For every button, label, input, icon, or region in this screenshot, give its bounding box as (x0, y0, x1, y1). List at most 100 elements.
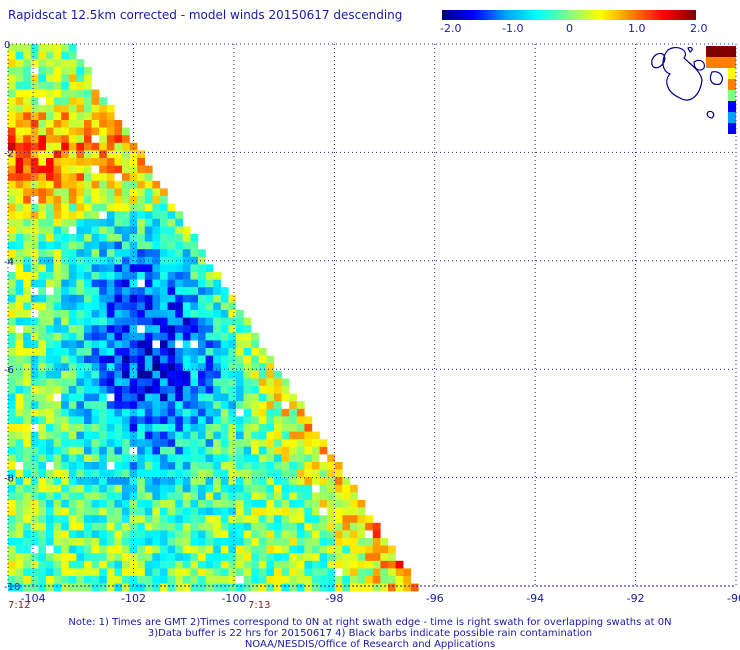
wind-cell (365, 538, 373, 546)
wind-cell (61, 401, 69, 409)
wind-cell (304, 424, 313, 432)
wind-cell (68, 416, 77, 425)
wind-cell (122, 249, 130, 257)
longitude-tick-label: -102 (121, 592, 146, 605)
wind-cell (175, 462, 183, 470)
wind-cell (30, 492, 39, 501)
wind-cell (99, 583, 107, 592)
wind-cell (190, 408, 199, 417)
wind-cell (8, 127, 16, 136)
wind-cell (84, 538, 92, 546)
wind-cell (152, 279, 161, 288)
wind-cell (68, 226, 77, 235)
wind-cell (137, 340, 145, 349)
wind-cell (167, 408, 176, 417)
wind-cell (76, 545, 85, 554)
wind-cell (122, 180, 130, 189)
wind-cell (213, 515, 221, 523)
wind-cell (30, 370, 39, 379)
wind-cell (144, 340, 153, 349)
wind-cell (228, 370, 237, 379)
wind-cell (68, 560, 77, 569)
wind-cell (30, 568, 39, 577)
wind-cell (30, 158, 39, 166)
wind-cell (76, 279, 85, 288)
wind-cell (30, 446, 39, 455)
wind-cell (91, 332, 100, 341)
wind-cell (8, 165, 16, 174)
wind-cell (198, 310, 206, 318)
wind-cell (53, 127, 62, 136)
wind-cell (144, 241, 153, 250)
wind-cell (76, 302, 85, 311)
wind-cell (30, 545, 39, 554)
wind-cell (122, 522, 130, 531)
wind-cell (68, 44, 77, 52)
wind-cell (152, 530, 161, 539)
wind-cell (129, 401, 138, 409)
wind-cell (8, 59, 16, 67)
wind-cell (319, 484, 328, 493)
wind-cell (198, 256, 206, 265)
wind-cell (84, 256, 92, 265)
wind-cell (312, 568, 320, 577)
wind-cell (167, 264, 176, 273)
wind-cell (106, 378, 115, 387)
wind-cell (38, 507, 47, 516)
wind-cell (312, 545, 320, 554)
wind-cell (30, 226, 39, 235)
wind-cell (228, 348, 237, 356)
wind-cell (8, 44, 16, 52)
wind-cell (68, 310, 77, 318)
wind-cell (274, 545, 282, 554)
latitude-tick-label: -4 (4, 257, 14, 268)
wind-cell (61, 158, 69, 166)
wind-cell (289, 530, 297, 539)
wind-cell (68, 469, 77, 478)
wind-cell (205, 553, 214, 561)
wind-cell (289, 560, 297, 569)
wind-cell (357, 560, 366, 569)
latitude-tick-label: 0 (4, 40, 10, 51)
wind-cell (114, 120, 123, 128)
wind-cell (122, 545, 130, 554)
wind-cell (129, 370, 138, 379)
wind-cell (61, 310, 69, 318)
wind-cell (167, 378, 176, 387)
wind-cell (327, 507, 335, 516)
wind-cell (106, 530, 115, 539)
wind-cell (129, 576, 138, 584)
wind-cell (175, 218, 183, 227)
wind-cell (30, 142, 39, 151)
wind-cell (144, 545, 153, 554)
wind-cell (61, 325, 69, 333)
wind-cell (68, 279, 77, 288)
wind-cell (61, 249, 69, 257)
wind-cell (167, 218, 176, 227)
wind-cell (106, 576, 115, 584)
wind-cell (76, 97, 85, 105)
wind-cell (53, 530, 62, 539)
wind-cell (319, 568, 328, 577)
wind-cell (312, 431, 320, 440)
wind-cell (289, 477, 297, 485)
wind-cell (190, 507, 199, 516)
wind-cell (137, 454, 145, 463)
wind-cell (160, 386, 168, 394)
wind-cell (182, 249, 191, 257)
wind-cell (395, 576, 404, 584)
wind-cell (266, 401, 275, 409)
wind-cell (205, 310, 214, 318)
wind-cell (99, 127, 107, 136)
wind-cell (266, 454, 275, 463)
wind-cell (213, 310, 221, 318)
wind-cell (84, 553, 92, 561)
wind-cell (15, 249, 24, 257)
wind-cell (53, 211, 62, 219)
wind-cell (91, 492, 100, 501)
wind-cell (327, 469, 335, 478)
wind-cell (205, 279, 214, 288)
wind-cell (106, 264, 115, 273)
wind-cell (46, 545, 54, 554)
wind-cell (53, 545, 62, 554)
